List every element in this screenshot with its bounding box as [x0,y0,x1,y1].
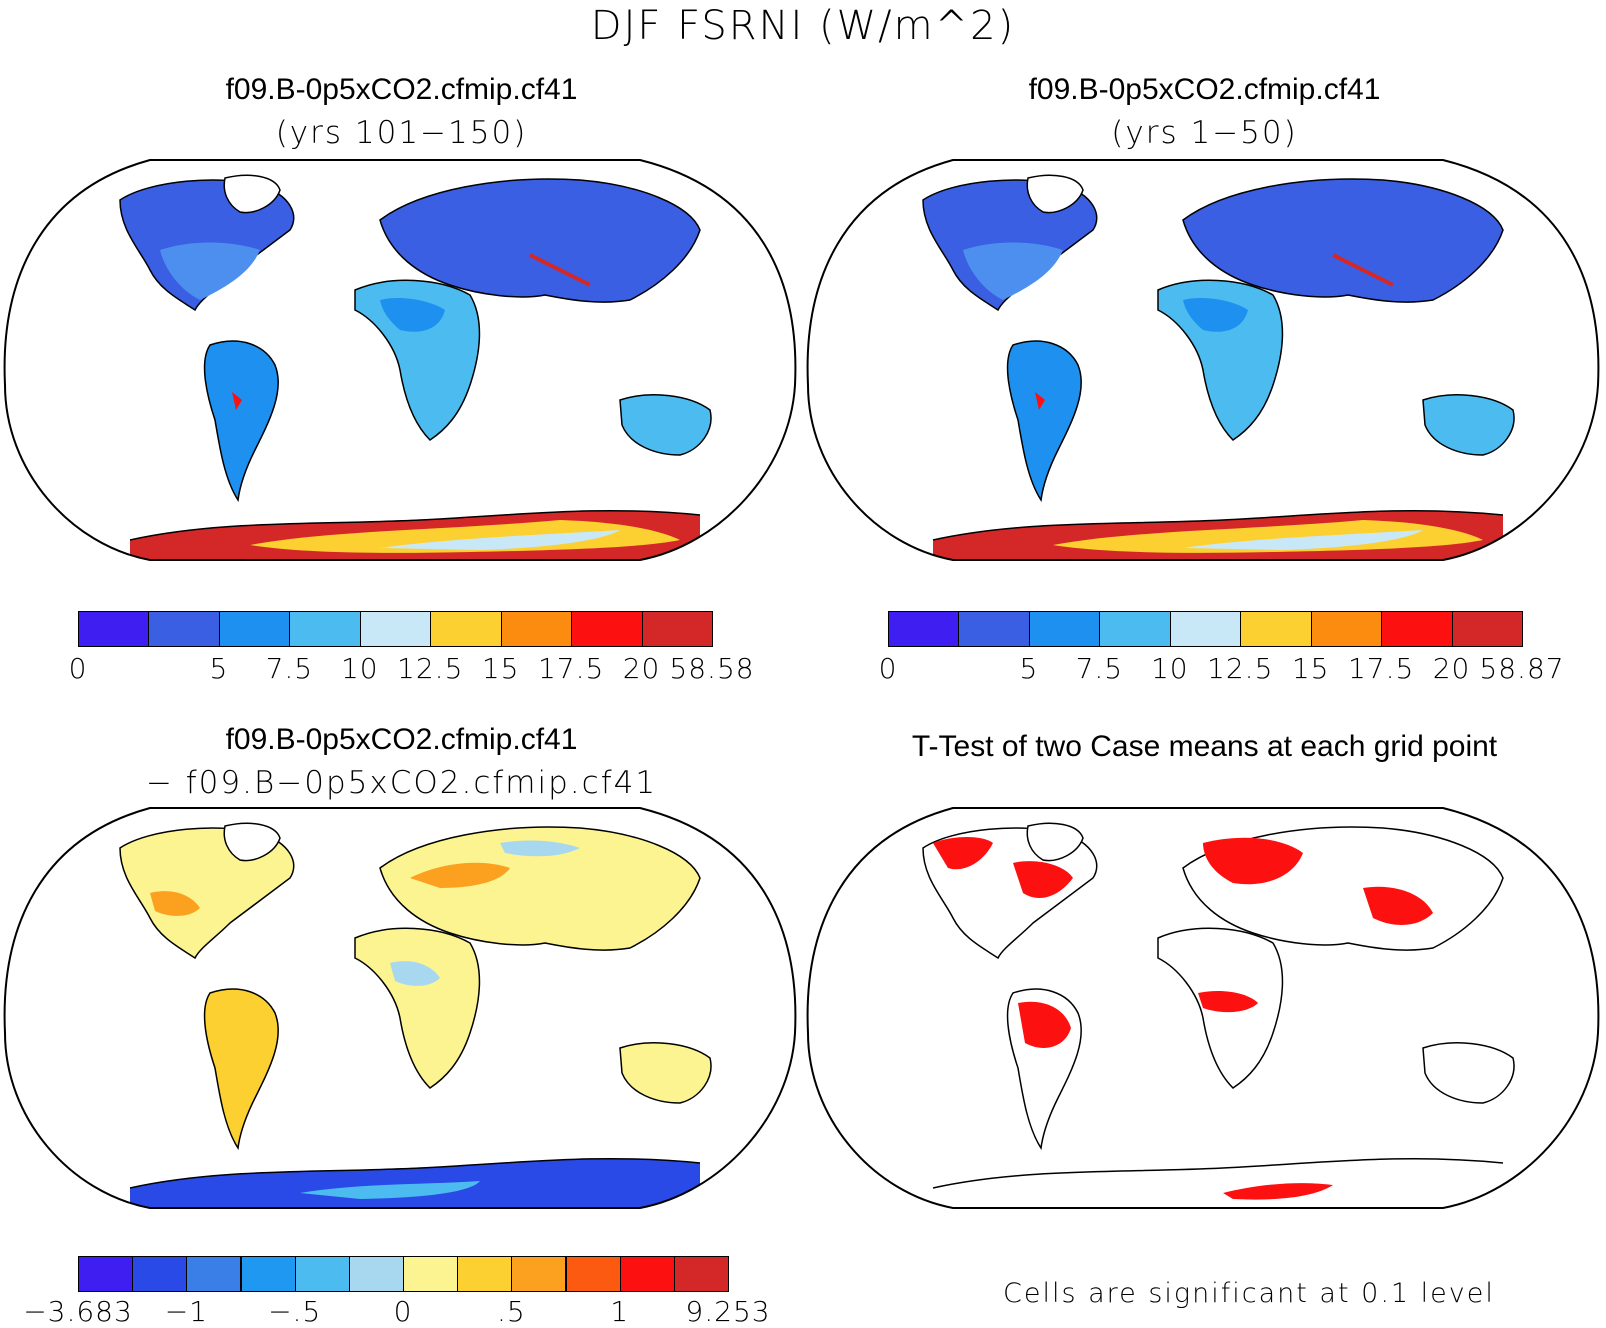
colorbar-tick-label: 17.5 [1347,652,1415,685]
colorbar-swatch [1310,611,1383,647]
colorbar-swatch [619,1256,675,1292]
colorbar-swatch [1240,611,1312,647]
colorbar-swatch [430,611,502,647]
colorbar-tick-label: 10 [340,652,379,685]
colorbar-tick-label: 12.5 [1207,652,1274,685]
panel-subtitle: (yrs 1−50) [1111,115,1298,151]
significance-note: Cells are significant at 0.1 level [1003,1278,1495,1309]
colorbar-tick-label: −1 [164,1295,208,1328]
colorbar-swatch [673,1256,729,1292]
colorbar-tick-label: −.5 [268,1295,322,1328]
colorbar-tick-label: 15 [1291,652,1330,685]
colorbar-tick-labels: 0 5 7.5 10 12.5 15 17.5 20 58.87 [879,652,1564,687]
colorbar-tick-label: 17.5 [537,652,605,685]
colorbar-swatch [1451,611,1523,647]
colorbar-tick-label: 0 [878,652,898,685]
colorbar-swatch [1028,611,1101,647]
colorbar-tick-label: 20 [622,652,661,685]
colorbar-swatch [294,1256,350,1292]
colorbar-tick-label: 7.5 [265,652,314,685]
colorbar-swatch [1099,611,1171,647]
colorbar-tick-label: 10 [1150,652,1189,685]
colorbar-swatch [186,1256,242,1292]
colorbar-swatch [500,611,573,647]
colorbar-tick-label: 58.58 [669,652,755,685]
colorbar-swatch [240,1256,296,1292]
panel-title: f09.B-0p5xCO2.cfmip.cf41 [1028,73,1381,106]
colorbar-swatch [148,611,220,647]
colorbar-swatch [403,1256,459,1292]
panel-difference: f09.B-0p5xCO2.cfmip.cf41 − f09.B−0p5xCO2… [0,663,803,1328]
panel-case2: f09.B-0p5xCO2.cfmip.cf41 (yrs 1−50) 0 5 7.… [803,0,1606,685]
colorbar [78,611,713,647]
colorbar-tick-label: −3.683 [23,1295,133,1328]
colorbar-swatch [132,1256,188,1292]
colorbar [888,611,1523,647]
colorbar-tick-label: 0 [68,652,88,685]
colorbar-tick-label: 5 [209,652,229,685]
colorbar-swatch [218,611,291,647]
colorbar-swatch [958,611,1030,647]
colorbar-swatch [1169,611,1242,647]
world-map [3,807,797,1209]
colorbar-tick-label: 5 [1019,652,1039,685]
colorbar-swatch [888,611,960,647]
colorbar-tick-label: .5 [496,1295,526,1328]
colorbar-swatch [348,1256,404,1292]
colorbar [78,1256,729,1292]
colorbar-swatch [78,1256,134,1292]
colorbar-tick-labels: −3.683 −1 −.5 0 .5 1 9.253 [23,1295,769,1328]
colorbar-swatch [571,611,643,647]
panel-title: f09.B-0p5xCO2.cfmip.cf41 [225,723,578,756]
colorbar-swatch [511,1256,567,1292]
colorbar-swatch [565,1256,621,1292]
colorbar-swatch [78,611,150,647]
world-map [806,159,1600,561]
colorbar-swatch [641,611,713,647]
colorbar-swatch [457,1256,513,1292]
panel-ttest: T-Test of two Case means at each grid po… [803,663,1606,1326]
world-map [3,159,797,561]
colorbar-swatch [289,611,361,647]
colorbar-tick-label: 1 [610,1295,630,1328]
panel-subtitle: − f09.B−0p5xCO2.cfmip.cf41 [145,765,658,801]
colorbar-tick-label: 9.253 [685,1295,771,1328]
colorbar-tick-label: 58.87 [1479,652,1565,685]
panel-title: T-Test of two Case means at each grid po… [911,730,1498,763]
colorbar-tick-label: 7.5 [1075,652,1124,685]
colorbar-tick-label: 15 [481,652,520,685]
colorbar-swatch [1381,611,1453,647]
colorbar-tick-labels: 0 5 7.5 10 12.5 15 17.5 20 58.58 [69,652,754,687]
world-map [806,807,1600,1209]
colorbar-tick-label: 20 [1432,652,1471,685]
panel-title: f09.B-0p5xCO2.cfmip.cf41 [225,73,578,106]
colorbar-swatch [359,611,432,647]
colorbar-tick-label: 0 [393,1295,413,1328]
figure-title: DJF FSRNI (W/m^2) [590,3,1016,49]
panel-subtitle: (yrs 101−150) [275,115,528,151]
panel-case1: f09.B-0p5xCO2.cfmip.cf41 (yrs 101−150) [0,0,803,685]
colorbar-tick-label: 12.5 [397,652,464,685]
